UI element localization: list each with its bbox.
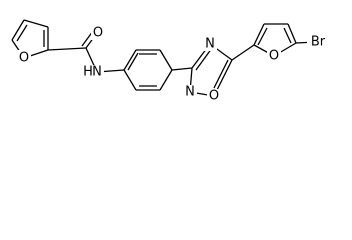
atom-label: H	[83, 65, 93, 80]
atom-label: O	[269, 49, 279, 64]
atom-label: O	[93, 26, 103, 41]
molecule-diagram: O O N H N O N O Br	[11, 19, 327, 104]
atom-label: N	[92, 65, 102, 80]
atom-label: N	[185, 85, 195, 100]
atom-label: Br	[311, 35, 326, 50]
atom-labels: O O N H N O N O Br	[17, 26, 327, 104]
atom-label: O	[19, 51, 29, 66]
atom-label: O	[209, 89, 219, 104]
atom-label: N	[205, 37, 215, 52]
